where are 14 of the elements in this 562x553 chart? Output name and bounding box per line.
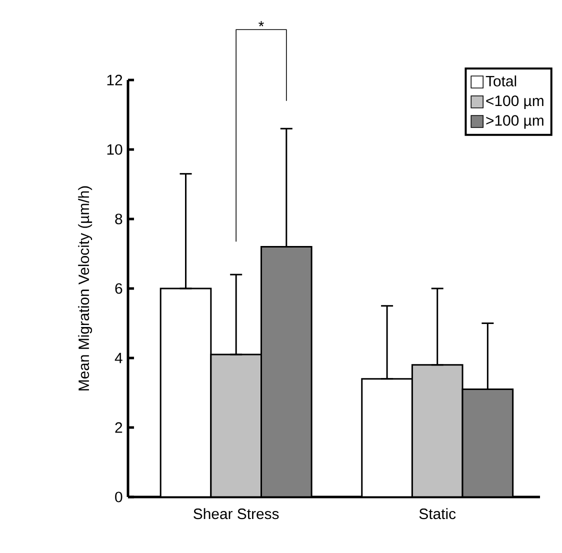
legend-label: >100 µm: [486, 115, 544, 129]
y-tick-label: 6: [115, 283, 122, 294]
x-tick-label: Shear Stress: [194, 508, 279, 520]
text: *: [258, 21, 264, 26]
legend-label: <100 µm: [486, 96, 544, 110]
legend-label: Total: [486, 75, 516, 86]
y-tick-label: 2: [115, 422, 122, 433]
x-tick-label: Static: [419, 508, 456, 520]
y-axis-title: Mean Migration Velocity (µm/h): [78, 186, 92, 390]
y-tick-label: 10: [107, 144, 122, 155]
y-tick-label: 4: [114, 352, 122, 364]
y-tick-label: 8: [115, 214, 122, 224]
y-tick-label: 12: [107, 74, 122, 86]
y-tick-label: 0: [115, 492, 122, 502]
